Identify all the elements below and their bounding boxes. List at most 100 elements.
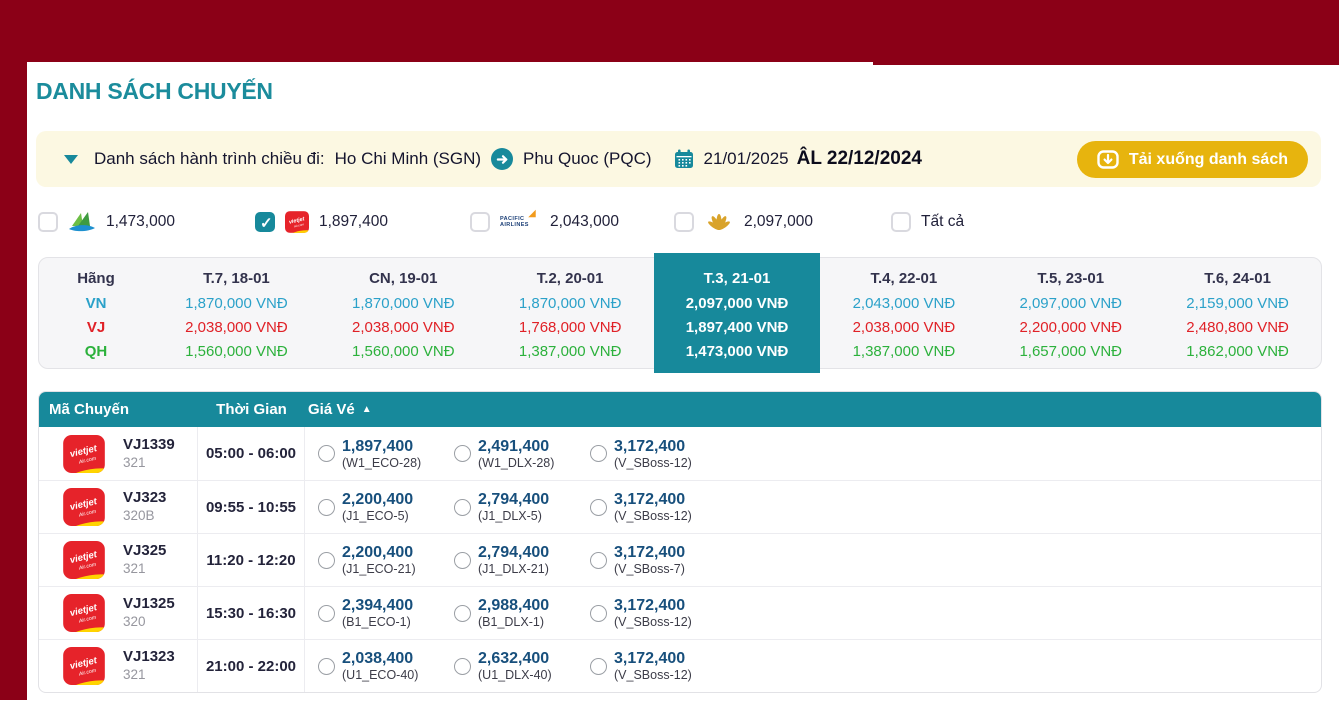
fare-radio[interactable] <box>454 604 471 622</box>
day-header: T.4, 22-01 <box>870 270 938 287</box>
pacific-airlines-checkbox[interactable] <box>470 212 490 232</box>
carrier-label-qh: QH <box>84 343 108 360</box>
qh-price: 1,387,000 VNĐ <box>518 343 622 360</box>
flight-row-vj1323: VJ1323 321 21:00 - 22:00 2,038,400 (U1_E… <box>39 639 1321 692</box>
calendar-day-column-thu-23[interactable]: T.5, 23-01 2,097,000 VNĐ 2,200,000 VNĐ 1… <box>987 258 1154 368</box>
bamboo-airways-logo-icon <box>68 209 96 235</box>
carrier-label-vn: VN <box>85 295 107 312</box>
vietnam-airlines-checkbox[interactable] <box>674 212 694 232</box>
fare-radio[interactable] <box>454 551 471 569</box>
vietjet-air-checkbox[interactable] <box>255 212 275 232</box>
calendar-day-column-wed-22[interactable]: T.4, 22-01 2,043,000 VNĐ 2,038,000 VNĐ 1… <box>820 258 987 368</box>
qh-price: 1,387,000 VNĐ <box>852 343 956 360</box>
calendar-day-column-fri-24[interactable]: T.6, 24-01 2,159,000 VNĐ 2,480,800 VNĐ 1… <box>1154 258 1321 368</box>
aircraft-type: 321 <box>123 561 146 576</box>
fare-radio[interactable] <box>590 604 607 622</box>
fare-price: 2,632,400 <box>478 650 550 667</box>
vn-price: 1,870,000 VNĐ <box>352 295 455 312</box>
fare-class: (V_SBoss-7) <box>614 562 685 576</box>
sort-ascending-icon: ▲ <box>361 403 372 415</box>
fare-class: (J1_ECO-21) <box>342 562 416 576</box>
aircraft-type: 321 <box>123 454 146 470</box>
flight-time: 15:30 - 16:30 <box>198 587 305 639</box>
calendar-day-column-tue-21-selected[interactable]: T.3, 21-01 2,097,000 VNĐ 1,897,400 VNĐ 1… <box>653 253 821 373</box>
vj-price: 2,480,800 VNĐ <box>1186 319 1289 336</box>
qh-price: 1,862,000 VNĐ <box>1186 343 1289 360</box>
frame-top-band-right <box>873 0 1339 65</box>
vn-price: 2,159,000 VNĐ <box>1186 295 1289 312</box>
fare-radio[interactable] <box>318 657 335 675</box>
journey-label: Danh sách hành trình chiều đi: <box>94 149 325 168</box>
fare-radio[interactable] <box>454 657 471 675</box>
day-header: T.2, 20-01 <box>536 270 604 287</box>
fare-class: (U1_DLX-40) <box>478 668 552 682</box>
filter-vietnam-airlines: 2,097,000 <box>674 209 813 235</box>
fare-radio[interactable] <box>454 445 471 462</box>
day-header: T.7, 18-01 <box>203 270 270 287</box>
aircraft-type: 321 <box>123 667 146 682</box>
filter-bamboo-airways: 1,473,000 <box>38 209 175 235</box>
vn-price: 2,097,000 VNĐ <box>1019 295 1123 312</box>
fare-class: (B1_DLX-1) <box>478 615 544 629</box>
fare-radio[interactable] <box>318 445 335 462</box>
column-header-time: Thời Gian <box>216 401 287 418</box>
frame-left-band <box>0 0 27 700</box>
collapse-caret-icon[interactable] <box>64 154 78 164</box>
calendar-day-column-sat-18[interactable]: T.7, 18-01 1,870,000 VNĐ 2,038,000 VNĐ 1… <box>153 258 320 368</box>
fare-radio[interactable] <box>590 498 607 516</box>
all-airlines-checkbox[interactable] <box>891 212 911 232</box>
fare-radio[interactable] <box>318 604 335 622</box>
fare-price: 2,200,400 <box>342 491 414 508</box>
fare-radio[interactable] <box>454 498 471 516</box>
fare-option: 2,200,400 (J1_ECO-5) <box>318 490 454 524</box>
fare-class: (J1_DLX-5) <box>478 509 542 523</box>
fare-option: 2,794,400 (J1_DLX-21) <box>454 543 590 577</box>
flight-row-vj1339: VJ1339 321 05:00 - 06:00 1,897,400 (W1_E… <box>39 427 1321 480</box>
vn-price: 1,870,000 VNĐ <box>518 295 622 312</box>
download-list-button[interactable]: Tải xuống danh sách <box>1076 141 1308 178</box>
fare-price: 3,172,400 <box>614 544 686 561</box>
fare-radio[interactable] <box>318 498 335 516</box>
all-airlines-label: Tất cả <box>921 213 965 230</box>
fare-class: (J1_DLX-21) <box>478 562 549 576</box>
fare-option: 1,897,400 (W1_ECO-28) <box>318 437 454 471</box>
flight-code: VJ1323 <box>123 648 175 665</box>
day-header: T.6, 24-01 <box>1204 270 1271 287</box>
vietnam-airlines-min-price: 2,097,000 <box>744 213 813 230</box>
fare-radio[interactable] <box>590 657 607 675</box>
flight-time: 21:00 - 22:00 <box>198 640 305 692</box>
weekly-price-calendar: Hãng VN VJ QH T.7, 18-01 1,870,000 VNĐ 2… <box>38 253 1322 373</box>
fare-option: 2,200,400 (J1_ECO-21) <box>318 543 454 577</box>
vietjet-logo-icon <box>63 541 105 579</box>
filter-all-airlines: Tất cả <box>891 209 964 235</box>
vn-price: 2,097,000 VNĐ <box>685 295 789 312</box>
fare-class: (U1_ECO-40) <box>342 668 419 682</box>
fare-radio[interactable] <box>590 445 607 462</box>
pacific-logo-line2: AIRLINES <box>500 222 529 228</box>
filter-vietjet-air: 1,897,400 <box>255 209 388 235</box>
vietnam-airlines-logo-icon <box>704 211 734 233</box>
column-header-code: Mã Chuyến <box>49 401 130 418</box>
flight-table-header: Mã Chuyến Thời Gian Giá Vé ▲ <box>39 392 1321 427</box>
column-header-price-sort[interactable]: Giá Vé ▲ <box>305 401 372 418</box>
route-arrow-icon <box>491 148 514 170</box>
fare-class: (V_SBoss-12) <box>614 668 692 682</box>
calendar-icon <box>674 149 694 169</box>
calendar-day-column-mon-20[interactable]: T.2, 20-01 1,870,000 VNĐ 1,768,000 VNĐ 1… <box>487 258 654 368</box>
fare-price: 3,172,400 <box>614 491 686 508</box>
fare-option: 3,172,400 (V_SBoss-12) <box>590 437 726 471</box>
origin-airport: Ho Chi Minh (SGN) <box>334 149 482 168</box>
calendar-day-column-sun-19[interactable]: CN, 19-01 1,870,000 VNĐ 2,038,000 VNĐ 1,… <box>320 258 487 368</box>
flight-time: 09:55 - 10:55 <box>198 481 305 533</box>
pacific-airlines-min-price: 2,043,000 <box>550 213 619 230</box>
pacific-flame-icon: ◢ <box>528 208 536 218</box>
vj-price: 2,038,000 VNĐ <box>852 319 956 336</box>
bamboo-airways-checkbox[interactable] <box>38 212 58 232</box>
fare-radio[interactable] <box>318 551 335 569</box>
fare-option: 3,172,400 (V_SBoss-7) <box>590 543 726 577</box>
fare-option: 2,794,400 (J1_DLX-5) <box>454 490 590 524</box>
vietjet-logo-icon <box>63 647 105 685</box>
fare-radio[interactable] <box>590 551 607 569</box>
fare-price: 2,794,400 <box>478 491 550 508</box>
vietjet-logo-icon <box>63 435 105 473</box>
